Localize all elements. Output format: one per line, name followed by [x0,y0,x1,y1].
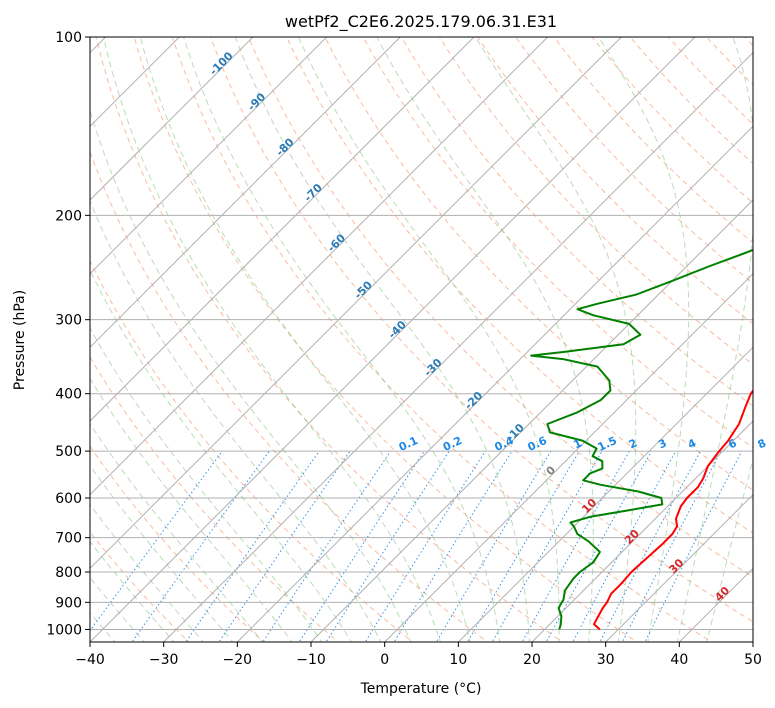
mixing-ratio-line [325,450,450,642]
dry-adiabat-line [209,37,753,623]
y-tick-label: 400 [55,387,82,403]
moist-adiabat-line [90,109,412,642]
dry-adiabat-line [770,24,775,645]
dry-adiabat-line [248,37,753,578]
y-axis-ticks: 100 200 300 400 500 600 700 800 900 1000 [46,30,90,638]
mixing-ratio-line [131,450,270,642]
y-tick-label: 300 [55,313,82,329]
isotherm-line [90,37,475,422]
y-tick-label: 200 [55,208,82,224]
dry-adiabat-line [400,37,753,407]
isotherm-line [236,125,753,642]
isotherm-line [531,420,753,642]
x-tick-label: −10 [296,652,326,668]
isotherm-line [310,199,753,642]
dry-adiabat-line [286,37,753,534]
chart-title: wetPf2_C2E6.2025.179.06.31.E31 [285,12,557,32]
y-axis-title: Pressure (hPa) [12,290,28,390]
mixing-ratio-line [218,450,351,642]
isotherm-line [90,37,622,570]
grid-lines [90,37,753,642]
y-tick-label: 600 [55,491,82,507]
plot-frame [89,36,754,643]
isotherm-line [752,641,753,642]
dry-adiabat-line [90,150,489,642]
profile-line-2 [530,248,753,630]
x-tick-label: 30 [597,652,615,668]
dry-adiabat-line [324,37,753,491]
profile-lines [530,248,753,631]
x-tick-label: −20 [223,652,253,668]
mixing-ratio-line [262,450,392,642]
mixing-ratio-line [185,450,320,642]
x-tick-label: 20 [523,652,541,668]
y-tick-label: 800 [55,565,82,581]
y-tick-label: 700 [55,531,82,547]
mixing-ratio-label: 8 [756,436,768,451]
isotherm-line [90,37,401,349]
mixing-ratio-line [393,450,513,642]
x-tick-label: −30 [149,652,179,668]
x-tick-label: −40 [75,652,105,668]
isotherm-line [90,37,696,642]
y-tick-label: 1000 [46,622,82,638]
moist-adiabat-line [90,199,382,642]
isotherm-line [90,37,549,496]
isotherm-line [384,272,753,642]
mixing-ratio-line [90,450,223,632]
x-tick-label: 0 [380,652,389,668]
isotherm-line [90,37,254,201]
y-tick-label: 100 [55,30,82,46]
mixing-ratio-line [298,450,425,642]
mixing-ratio-line [621,450,722,642]
x-tick-label: 40 [670,652,688,668]
dry-adiabat-line [171,37,713,642]
x-tick-label: 10 [449,652,467,668]
y-tick-label: 900 [55,595,82,611]
mixing-ratio-line [466,450,580,642]
isotherm-line [457,346,753,642]
y-tick-label: 500 [55,444,82,460]
isotherm-line [605,493,753,642]
x-tick-label: 50 [744,652,762,668]
x-axis-ticks: −40 −30 −20 −10 0 10 20 30 40 50 [75,642,762,668]
profile-line-1 [593,388,753,631]
isotherm-line [163,51,753,642]
isotherm-line [90,37,328,275]
x-axis-title: Temperature (°C) [360,681,482,697]
